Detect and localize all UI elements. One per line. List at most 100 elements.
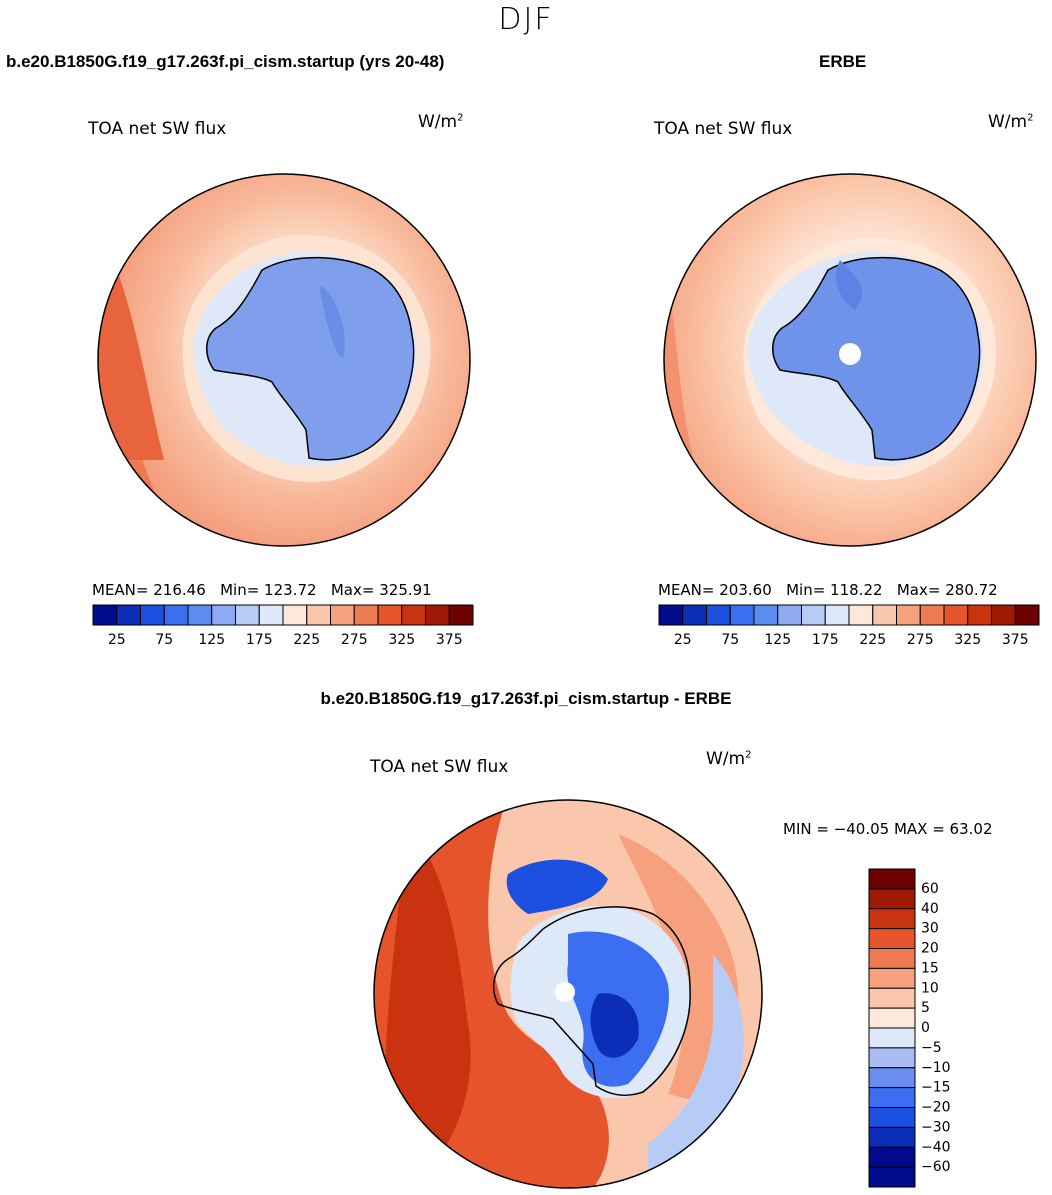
model-colorbar-tick-label: 225 [293,632,320,648]
model-colorbar-box [116,604,141,626]
model-variable-label: TOA net SW flux [88,119,227,139]
obs-case-title: ERBE [819,52,867,71]
diff-colorbar-box [868,1107,916,1128]
obs-variable-label: TOA net SW flux [654,119,793,139]
obs-colorbar-box [919,604,945,626]
model-colorbar-box [353,604,379,626]
diff-colorbar-tick-label: −40 [921,1139,951,1155]
obs-antarctica-field [772,256,981,461]
model-case-title: b.e20.B1850G.f19_g17.263f.pi_cism.startu… [6,52,445,71]
obs-pole-hole [839,343,861,365]
diff-colorbar-tick-label: −5 [921,1040,942,1056]
obs-colorbar-tick-label: 175 [812,632,839,648]
diff-polar-map [373,799,763,1189]
diff-cool-anomaly-north [506,859,608,914]
diff-colorbar-tick-label: 40 [921,901,939,917]
obs-polar-map [663,173,1037,547]
diff-map-border [373,799,763,1189]
obs-colorbar-box [848,604,874,626]
obs-colorbar-tick-label: 125 [764,632,791,648]
obs-colorbar-box [777,604,802,626]
model-colorbar-box [330,604,355,626]
model-colorbar-box [140,604,165,626]
obs-colorbar-tick-label: 25 [674,632,692,648]
diff-colorbar-tick-label: −30 [921,1119,951,1135]
model-antarctica-field [206,256,415,461]
diff-colorbar-tick-label: 60 [921,881,939,897]
diff-colorbar-box [868,1007,916,1029]
model-colorbar-tick-label: 275 [341,632,368,648]
obs-colorbar-box [991,604,1016,626]
diff-colorbar-box [868,1067,916,1089]
diff-colorbar-box [868,1087,916,1108]
model-colorbar-box [306,604,331,626]
obs-colorbar-box [967,604,992,626]
obs-colorbar-tick-label: 325 [954,632,981,648]
season-title: DJF [498,2,554,37]
obs-colorbar-box [824,604,850,626]
model-colorbar: 25 75 125 175 225 275 325 375 [92,604,474,648]
obs-colorbar-box [753,604,779,626]
model-antarctica-low-zone [319,285,345,358]
diff-colorbar-box [868,888,916,910]
model-stats: MEAN= 216.46 Min= 123.72 Max= 325.91 [92,581,432,599]
model-colorbar-tick-label: 175 [246,632,273,648]
diff-colorbar-tick-label: 10 [921,980,939,996]
diff-colorbar-tick-label: 5 [921,1000,930,1016]
model-colorbar-box [163,604,189,626]
obs-colorbar-box [872,604,897,626]
model-polar-map [97,173,471,547]
model-colorbar-box [448,604,474,626]
diff-colorbar-tick-label: 15 [921,960,939,976]
diff-colorbar-box [868,1126,916,1148]
diff-colorbar-tick-label: 20 [921,941,939,957]
diff-colorbar-box [868,908,916,930]
model-colorbar-box [235,604,260,626]
model-colorbar-tick-label: 325 [388,632,415,648]
model-colorbar-box [401,604,426,626]
diff-colorbar-tick-label: −60 [921,1159,951,1175]
diff-variable-label: TOA net SW flux [370,757,509,777]
model-colorbar-tick-label: 375 [436,632,463,648]
obs-colorbar-box [943,604,969,626]
model-colorbar-box [258,604,284,626]
model-colorbar-tick-label: 25 [108,632,126,648]
diff-pole-hole [555,982,575,1002]
obs-colorbar-box [896,604,921,626]
model-map-border [97,173,471,547]
model-units: W/m2 [418,112,464,132]
obs-colorbar-box [729,604,755,626]
diff-colorbar: 60 40 30 20 15 10 5 0 −5 −10 −15 −20 −30 −40 −60 [868,868,951,1188]
model-colorbar-box [377,604,403,626]
diff-colorbar-box [868,987,916,1009]
diff-colorbar-box [868,967,916,989]
model-colorbar-box [92,604,118,626]
diff-colorbar-box [868,868,916,890]
diff-colorbar-tick-label: −15 [921,1080,951,1096]
model-colorbar-box [282,604,308,626]
obs-colorbar-tick-label: 275 [907,632,934,648]
obs-colorbar-tick-label: 375 [1002,632,1029,648]
obs-colorbar: 25 75 125 175 225 275 325 375 [658,604,1040,648]
obs-colorbar-box [706,604,731,626]
obs-colorbar-tick-label: 75 [721,632,739,648]
obs-colorbar-box [801,604,826,626]
diff-strong-warm-anomaly [384,824,471,1174]
model-warm-sector-core [98,240,164,460]
obs-colorbar-box [658,604,684,626]
diff-colorbar-box [868,948,916,969]
diff-colorbar-tick-label: 30 [921,921,939,937]
diff-colorbar-tick-label: −10 [921,1060,951,1076]
obs-colorbar-tick-label: 225 [859,632,886,648]
obs-antarctica-low-zone [835,260,863,310]
diff-strongest-cool-anomaly [590,993,639,1058]
obs-colorbar-box [1014,604,1040,626]
model-colorbar-box [425,604,450,626]
obs-units: W/m2 [988,112,1034,132]
diff-colorbar-box [868,1047,916,1069]
diff-units: W/m2 [706,749,752,769]
obs-colorbar-box [682,604,707,626]
model-colorbar-box [211,604,236,626]
diff-colorbar-box [868,1166,916,1188]
diff-colorbar-tick-label: 0 [921,1020,930,1036]
